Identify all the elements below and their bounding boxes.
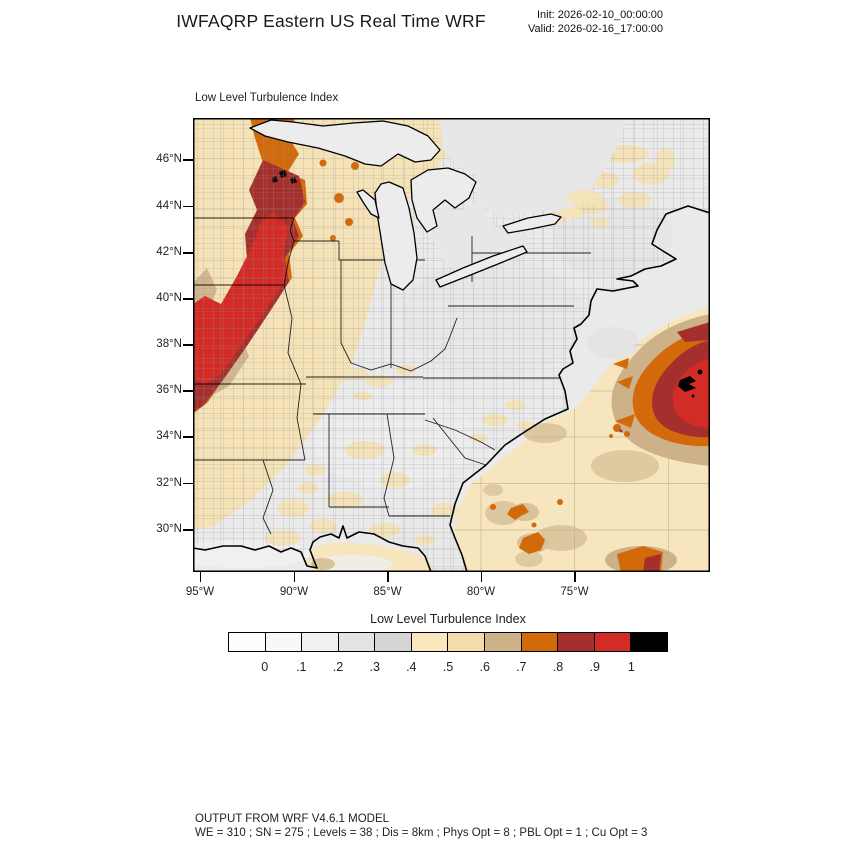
lon-tick-label: 90°W bbox=[279, 586, 309, 598]
model-version-text: OUTPUT FROM WRF V4.6.1 MODEL bbox=[195, 813, 390, 825]
lat-tick-label: 44°N bbox=[156, 199, 182, 212]
lat-tick-label: 40°N bbox=[156, 292, 182, 304]
lake-huron bbox=[410, 167, 477, 233]
colorbar-cell bbox=[265, 633, 303, 651]
lake-michigan bbox=[374, 181, 418, 291]
colorbar-tick-label: .9 bbox=[589, 660, 600, 674]
colorbar-cell bbox=[521, 633, 559, 651]
map-field-label: Low Level Turbulence Index bbox=[195, 92, 339, 104]
colorbar-tick-label: .7 bbox=[516, 660, 527, 674]
lat-tick-label: 32°N bbox=[156, 476, 182, 489]
lon-tick bbox=[480, 572, 482, 582]
lake-erie bbox=[435, 245, 528, 288]
lat-tick bbox=[183, 298, 193, 300]
lon-tick bbox=[199, 572, 201, 582]
coastline bbox=[192, 205, 711, 573]
model-info: OUTPUT FROM WRF V4.6.1 MODEL WE = 310 ; … bbox=[195, 813, 647, 840]
lat-tick-label: 38°N bbox=[156, 338, 182, 350]
plot-title: IWFAQRP Eastern US Real Time WRF bbox=[176, 11, 486, 31]
colorbar-tick-label: .5 bbox=[442, 660, 454, 674]
colorbar-tick-label: 0 bbox=[261, 660, 269, 674]
canada-region bbox=[431, 118, 625, 274]
state-borders bbox=[193, 217, 591, 535]
lat-tick bbox=[183, 159, 193, 161]
lon-tick bbox=[293, 572, 295, 582]
init-timestamp: Init: 2026-02-10_00:00:00 bbox=[537, 9, 663, 21]
lake-superior bbox=[249, 119, 441, 167]
colorbar-tick-label: 1 bbox=[627, 660, 635, 674]
green-bay bbox=[356, 189, 380, 219]
model-config-text: WE = 310 ; SN = 275 ; Levels = 38 ; Dis … bbox=[195, 826, 648, 839]
lake-ontario bbox=[502, 213, 562, 234]
colorbar-cell bbox=[411, 633, 449, 651]
lon-tick-label: 95°W bbox=[185, 586, 215, 598]
map-frame bbox=[193, 118, 710, 572]
lat-tick-label: 30°N bbox=[156, 523, 182, 535]
atlantic-turbulence-maximum bbox=[490, 314, 710, 574]
colorbar-tick-label: .3 bbox=[369, 660, 380, 674]
lon-tick bbox=[574, 572, 576, 582]
colorbar-cell bbox=[375, 633, 412, 651]
colorbar-tick-label: .1 bbox=[296, 660, 307, 674]
colorbar-cell bbox=[338, 633, 376, 651]
lat-tick bbox=[183, 436, 193, 438]
colorbar bbox=[228, 632, 668, 652]
lat-tick-label: 42°N bbox=[156, 246, 182, 258]
colorbar-cell bbox=[485, 633, 522, 651]
lat-tick bbox=[183, 390, 193, 392]
valid-timestamp: Valid: 2026-02-16_17:00:00 bbox=[528, 22, 663, 35]
lon-tick-label: 75°W bbox=[560, 586, 589, 598]
colorbar-cell bbox=[229, 633, 266, 651]
lat-tick-label: 34°N bbox=[156, 430, 182, 442]
lat-tick-label: 36°N bbox=[156, 384, 182, 396]
lat-tick bbox=[183, 252, 193, 254]
colorbar-tick-label: .6 bbox=[479, 660, 490, 674]
colorbar-tick-label: .2 bbox=[332, 660, 344, 674]
colorbar-title: Low Level Turbulence Index bbox=[370, 612, 526, 626]
lat-tick-label: 46°N bbox=[156, 153, 182, 165]
colorbar-tick-label: .4 bbox=[406, 660, 417, 674]
lon-tick-label: 80°W bbox=[466, 586, 496, 598]
great-lakes bbox=[249, 119, 562, 291]
colorbar-tick-label: .8 bbox=[552, 660, 564, 674]
colorbar-cell bbox=[448, 633, 486, 651]
lat-tick bbox=[183, 344, 193, 346]
lat-tick bbox=[183, 482, 193, 485]
colorbar-cell bbox=[302, 633, 339, 651]
colorbar-cell bbox=[558, 633, 595, 651]
timestamp-block: Init: 2026-02-10_00:00:00 Valid: 2026-02… bbox=[463, 9, 663, 36]
map-canvas bbox=[173, 118, 711, 574]
colorbar-cell bbox=[631, 633, 667, 651]
lon-tick-label: 85°W bbox=[373, 586, 402, 598]
colorbar-cell bbox=[594, 633, 632, 651]
lon-tick bbox=[387, 572, 389, 582]
lat-tick bbox=[183, 205, 193, 208]
lat-tick bbox=[183, 529, 193, 531]
county-grid bbox=[193, 118, 710, 572]
